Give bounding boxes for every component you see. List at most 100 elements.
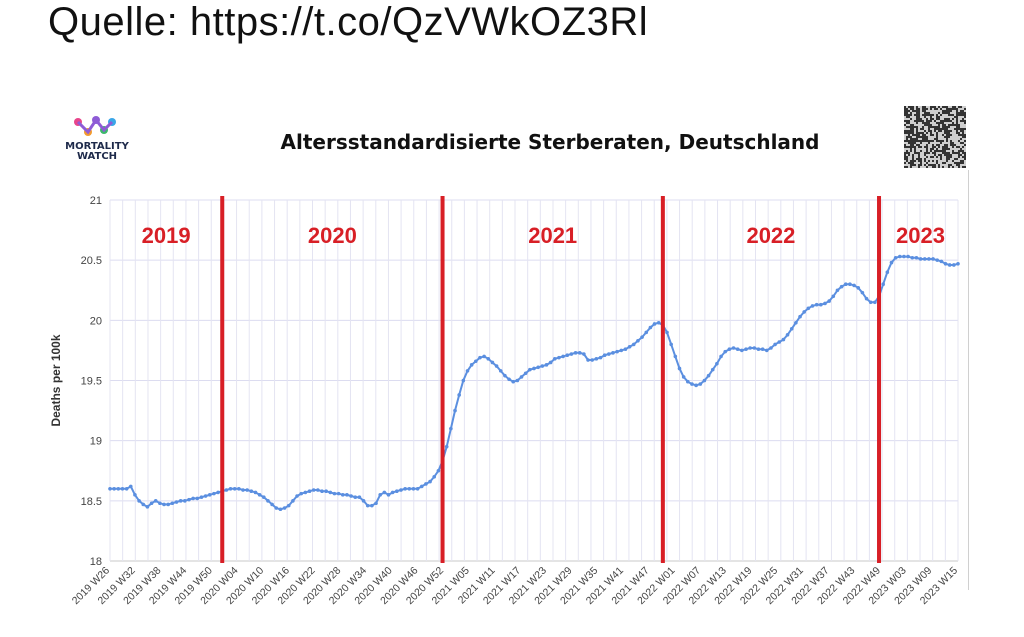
data-point: [212, 491, 216, 496]
data-point: [573, 351, 578, 355]
data-point: [141, 502, 146, 507]
mortality-watch-logo-icon: [74, 116, 116, 136]
data-point: [137, 499, 141, 503]
year-label: 2023: [896, 223, 945, 248]
year-label: 2019: [142, 223, 191, 248]
data-point: [561, 354, 565, 359]
logo-line2: WATCH: [76, 151, 118, 162]
data-point: [237, 487, 241, 491]
data-point: [702, 378, 707, 383]
data-point: [569, 352, 574, 356]
year-label: 2020: [308, 223, 357, 248]
data-point: [931, 257, 935, 261]
data-point: [407, 487, 412, 491]
data-point: [686, 379, 690, 384]
data-point: [469, 363, 474, 367]
data-point: [827, 299, 831, 303]
data-point: [353, 495, 358, 500]
data-point: [266, 499, 270, 503]
data-point: [922, 257, 927, 261]
data-point: [835, 288, 840, 293]
data-point: [719, 354, 723, 359]
y-tick-label: 18: [90, 556, 102, 568]
data-point: [848, 282, 852, 287]
logo-line1: MORTALITY: [65, 141, 129, 152]
data-point: [195, 496, 200, 501]
data-point: [910, 255, 915, 260]
data-point: [781, 337, 786, 342]
data-point: [760, 347, 765, 352]
data-point: [898, 254, 902, 259]
data-point: [324, 489, 328, 494]
data-point: [336, 491, 341, 496]
y-tick-label: 19.5: [81, 376, 102, 388]
data-point: [465, 369, 470, 373]
data-point: [615, 349, 619, 354]
data-point: [769, 346, 773, 350]
data-point: [399, 488, 403, 492]
data-point: [552, 357, 557, 361]
data-point: [158, 501, 162, 506]
data-point: [382, 490, 387, 495]
data-point: [153, 499, 158, 503]
data-point: [249, 489, 254, 494]
data-point: [395, 489, 399, 494]
data-point: [798, 314, 802, 319]
data-point: [594, 357, 599, 361]
data-point: [893, 255, 898, 260]
series-line: [110, 255, 959, 511]
data-point: [224, 488, 229, 492]
data-point: [681, 375, 686, 379]
data-point: [885, 270, 890, 275]
data-point: [715, 361, 719, 366]
data-point: [590, 358, 594, 362]
data-point: [187, 497, 191, 502]
data-point: [544, 363, 549, 367]
data-point: [270, 502, 274, 507]
data-point: [286, 503, 291, 508]
data-point: [694, 383, 698, 388]
data-point: [627, 345, 632, 349]
data-point: [927, 257, 931, 261]
data-point: [785, 332, 790, 337]
data-point: [357, 495, 362, 500]
data-point: [282, 506, 287, 510]
data-point: [640, 335, 644, 339]
data-point: [490, 360, 495, 365]
data-point: [482, 354, 486, 359]
data-point: [652, 322, 657, 326]
data-point: [378, 493, 382, 497]
data-point: [345, 493, 349, 497]
data-point: [856, 286, 861, 290]
data-point: [673, 354, 678, 359]
data-point: [607, 352, 611, 356]
data-point: [540, 364, 545, 368]
data-point: [706, 373, 711, 378]
data-point: [461, 378, 466, 383]
data-point: [623, 347, 628, 352]
data-point: [245, 488, 249, 492]
chart-title: Altersstandardisierte Sterberaten, Deuts…: [280, 130, 820, 154]
data-point: [852, 283, 856, 288]
data-point: [802, 310, 806, 314]
data-point: [519, 375, 524, 379]
data-point: [902, 254, 906, 259]
year-label: 2022: [746, 223, 795, 248]
source-caption: Quelle: https://t.co/QzVWkOZ3Rl: [48, 0, 649, 44]
data-point: [120, 487, 125, 491]
data-point: [735, 347, 740, 352]
data-point: [307, 489, 312, 494]
data-point: [868, 300, 873, 305]
data-point: [428, 479, 432, 484]
data-point: [449, 426, 453, 431]
data-point: [453, 408, 457, 413]
data-point: [843, 282, 848, 287]
data-point: [257, 493, 262, 497]
data-point: [444, 444, 449, 449]
data-point: [349, 494, 353, 498]
data-point: [419, 484, 424, 489]
data-point: [528, 367, 532, 372]
data-point: [457, 393, 461, 397]
data-point: [582, 352, 586, 356]
